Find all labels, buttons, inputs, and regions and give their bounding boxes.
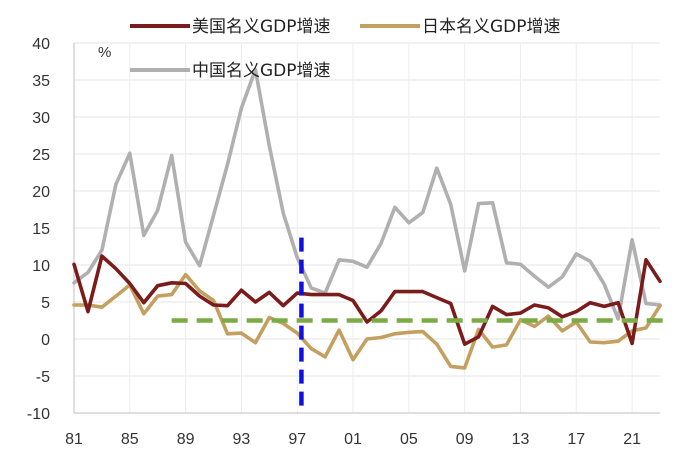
x-tick-label: 85 bbox=[121, 431, 139, 448]
series-lines bbox=[72, 67, 662, 370]
x-axis-ticks: 81 85 89 93 97 01 05 09 13 17 21 bbox=[65, 431, 641, 448]
y-tick-label: -5 bbox=[36, 369, 50, 386]
y-tick-label: 30 bbox=[32, 110, 50, 127]
x-tick-label: 05 bbox=[400, 431, 418, 448]
legend-label-0: 美国名义GDP增速 bbox=[192, 17, 331, 37]
x-tick-label: 09 bbox=[456, 431, 474, 448]
y-tick-label: -10 bbox=[27, 406, 50, 423]
y-tick-label: 40 bbox=[32, 36, 50, 53]
axes bbox=[73, 43, 660, 414]
y-tick-label: 15 bbox=[32, 221, 50, 238]
x-tick-label: 21 bbox=[623, 431, 641, 448]
series-line-2 bbox=[72, 67, 662, 321]
y-tick-label: 10 bbox=[32, 258, 50, 275]
y-axis-ticks: 40 35 30 25 20 15 10 5 0 -5 -10 bbox=[27, 36, 50, 423]
x-tick-label: 17 bbox=[567, 431, 585, 448]
series-line-0 bbox=[72, 254, 662, 347]
x-tick-label: 93 bbox=[233, 431, 251, 448]
series-line-1 bbox=[72, 272, 662, 370]
grid-lines bbox=[73, 42, 660, 414]
x-tick-label: 13 bbox=[512, 431, 530, 448]
x-tick-label: 89 bbox=[177, 431, 195, 448]
x-tick-label: 81 bbox=[65, 431, 83, 448]
x-tick-label: 97 bbox=[288, 431, 306, 448]
y-tick-label: 0 bbox=[41, 332, 50, 349]
y-tick-label: 5 bbox=[41, 295, 50, 312]
reference-lines bbox=[171, 237, 672, 410]
x-tick-label: 01 bbox=[344, 431, 362, 448]
legend-label-1: 日本名义GDP增速 bbox=[422, 17, 561, 37]
y-tick-label: 25 bbox=[32, 147, 50, 164]
y-tick-label: 20 bbox=[32, 184, 50, 201]
unit-label: % bbox=[98, 44, 111, 61]
legend-label-2: 中国名义GDP增速 bbox=[192, 61, 331, 81]
y-tick-label: 35 bbox=[32, 73, 50, 90]
